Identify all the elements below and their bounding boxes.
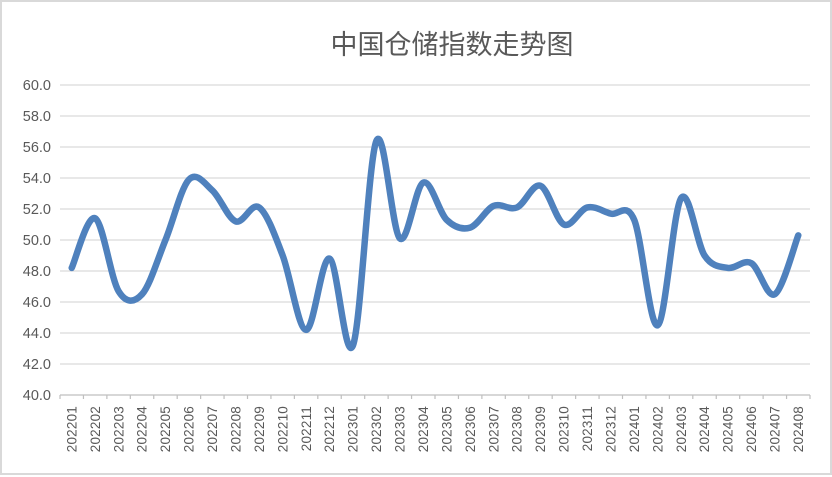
chart-title: 中国仓储指数走势图 <box>330 30 574 60</box>
y-axis-label: 56.0 <box>23 140 51 156</box>
y-axis-label: 42.0 <box>23 357 51 373</box>
x-axis-label: 202304 <box>416 406 431 453</box>
x-axis-label: 202208 <box>228 406 243 452</box>
x-axis-label: 202210 <box>275 406 290 452</box>
x-axis-label: 202403 <box>674 406 689 452</box>
x-axis-label: 202207 <box>205 406 220 452</box>
x-axis-label: 202407 <box>768 406 783 452</box>
x-axis-label: 202401 <box>627 406 642 452</box>
y-axis-label: 44.0 <box>23 326 51 342</box>
y-axis-label: 48.0 <box>23 264 51 280</box>
x-axis-label: 202205 <box>158 406 173 452</box>
x-axis-label: 202303 <box>393 406 408 452</box>
y-axis-label: 60.0 <box>23 78 51 94</box>
x-axis-label: 202301 <box>346 406 361 452</box>
y-axis-label: 40.0 <box>23 388 51 404</box>
x-axis-label: 202307 <box>486 406 501 452</box>
x-axis-label: 202305 <box>439 406 454 452</box>
x-axis-label: 202311 <box>580 406 595 451</box>
y-axis-label: 58.0 <box>23 109 51 125</box>
x-axis-label: 202212 <box>322 406 337 452</box>
x-axis-label: 202308 <box>510 406 525 452</box>
x-axis-label: 202211 <box>299 406 314 451</box>
x-axis-label: 202310 <box>557 406 572 452</box>
x-axis-label: 202206 <box>182 406 197 452</box>
y-axis-label: 46.0 <box>23 295 51 311</box>
x-axis-label: 202204 <box>135 406 150 453</box>
x-axis-label: 202408 <box>791 406 806 452</box>
series-line <box>68 135 802 352</box>
x-axis-label: 202402 <box>650 406 665 452</box>
y-axis-label: 54.0 <box>23 171 51 187</box>
x-axis-label: 202404 <box>697 406 712 453</box>
x-axis-label: 202306 <box>463 406 478 452</box>
x-axis-label: 202312 <box>603 406 618 452</box>
x-axis-label: 202209 <box>252 406 267 452</box>
x-axis-label: 202203 <box>111 406 126 452</box>
x-axis-label: 202406 <box>744 406 759 452</box>
x-axis-label: 202309 <box>533 406 548 452</box>
x-axis-label: 202405 <box>721 406 736 452</box>
y-axis-label: 52.0 <box>23 202 51 218</box>
y-axis-label: 50.0 <box>23 233 51 249</box>
x-axis-label: 202201 <box>64 406 79 452</box>
x-axis-label: 202202 <box>88 406 103 452</box>
x-axis-label: 202302 <box>369 406 384 452</box>
